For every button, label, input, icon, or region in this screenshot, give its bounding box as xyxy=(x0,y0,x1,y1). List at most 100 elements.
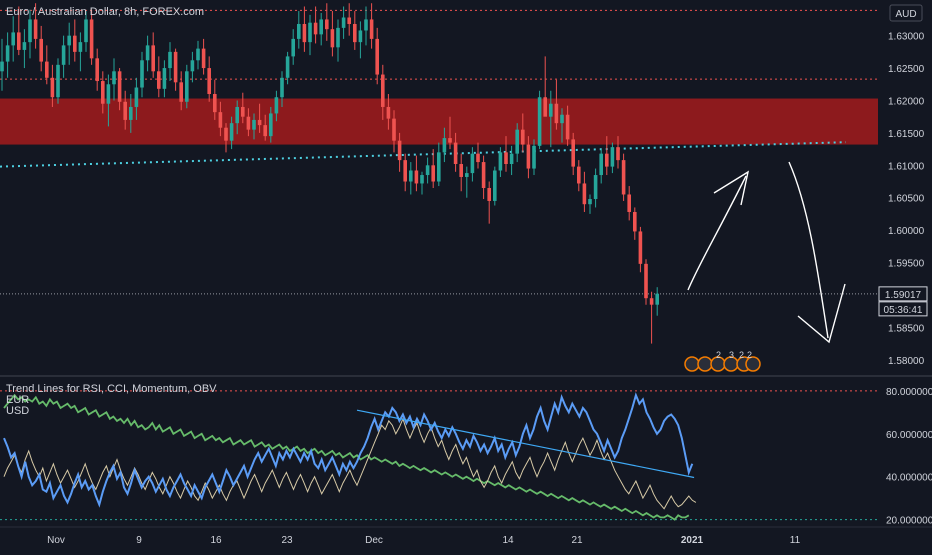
candle-body xyxy=(95,58,99,82)
candle-body xyxy=(17,32,21,50)
candle-body xyxy=(358,30,363,43)
down-scenario-arrow[interactable] xyxy=(788,161,829,339)
candle-body xyxy=(112,71,116,85)
candle-body xyxy=(459,164,463,177)
candle-body xyxy=(140,60,144,88)
candle-body xyxy=(313,22,318,35)
candle-body xyxy=(392,118,396,141)
candle-body xyxy=(487,188,491,201)
price-tick-label: 1.60000 xyxy=(888,226,925,237)
candle-body xyxy=(325,19,329,30)
price-tick-label: 1.61500 xyxy=(888,129,925,140)
candle-body xyxy=(521,129,525,145)
candle-body xyxy=(369,19,374,39)
candle-body xyxy=(403,160,407,182)
candle-body xyxy=(84,19,88,43)
event-icons[interactable]: 2 3 2 2 xyxy=(684,350,761,372)
candle-body xyxy=(291,38,295,57)
candle-body xyxy=(308,22,312,43)
candle-body xyxy=(526,144,531,169)
candles-group xyxy=(0,3,659,344)
candle-body xyxy=(633,211,637,232)
price-tick-label: 1.60500 xyxy=(888,194,925,205)
last-price-tags: 1.59017 05:36:41 xyxy=(878,286,928,317)
chart-title[interactable]: Euro / Australian Dollar, 8h, FOREX.com xyxy=(6,6,205,18)
candle-body xyxy=(162,68,167,89)
candle-body xyxy=(476,153,480,163)
candle-body xyxy=(224,127,228,141)
x-label-9: 9 xyxy=(136,535,142,546)
indicator-header[interactable]: Trend Lines for RSI, CCI, Momentum, OBV … xyxy=(6,384,217,417)
candle-body xyxy=(45,61,49,78)
indicator-trendline[interactable] xyxy=(356,409,695,479)
candle-body xyxy=(101,81,105,104)
candle-body xyxy=(554,103,559,124)
candle-body xyxy=(179,82,183,102)
time-axis[interactable]: Nov 9 16 23 Dec 14 21 2021 11 xyxy=(47,535,801,546)
candle-body xyxy=(145,45,150,61)
candle-body xyxy=(39,38,43,62)
candle-body xyxy=(571,139,575,167)
candle-body xyxy=(218,112,223,128)
event-count-4: 2 xyxy=(747,350,752,360)
candle-body xyxy=(470,153,475,174)
candle-body xyxy=(425,165,430,176)
candle-body xyxy=(644,263,648,299)
candle-body xyxy=(621,160,626,195)
candle-body xyxy=(515,129,519,154)
candle-body xyxy=(431,165,435,182)
candle-body xyxy=(134,87,139,107)
event-icon-1[interactable] xyxy=(684,356,700,372)
candle-body xyxy=(381,74,385,107)
candle-body xyxy=(246,116,251,130)
candle-body xyxy=(386,106,391,119)
indicator-tick-label: 40.000000 xyxy=(886,473,932,484)
candle-body xyxy=(588,199,592,205)
candle-body xyxy=(375,38,379,75)
up-scenario-arrow[interactable] xyxy=(687,175,747,291)
indicator-tick-label: 20.000000 xyxy=(886,516,932,527)
event-icon-6[interactable] xyxy=(745,356,761,372)
candle-body xyxy=(0,61,4,72)
usd-line xyxy=(3,392,694,508)
last-price-value: 1.59017 xyxy=(885,290,922,301)
candle-body xyxy=(336,27,340,48)
event-icon-2[interactable] xyxy=(697,356,713,372)
price-tick-label: 1.58500 xyxy=(888,323,925,334)
indicator-axis[interactable]: 20.000000 40.000000 60.000000 80.000000 xyxy=(886,387,932,527)
candle-body xyxy=(196,48,200,61)
candle-body xyxy=(252,119,256,130)
candle-body xyxy=(565,114,570,140)
down-scenario-arrowhead[interactable] xyxy=(797,283,846,344)
bar-countdown-value: 05:36:41 xyxy=(884,305,923,316)
candle-body xyxy=(448,138,452,143)
candle-body xyxy=(330,29,335,48)
price-tick-label: 1.62000 xyxy=(888,96,925,107)
candle-body xyxy=(263,125,267,137)
x-label-21: 21 xyxy=(571,535,583,546)
candle-body xyxy=(560,114,564,124)
x-label-23: 23 xyxy=(281,535,293,546)
candle-body xyxy=(627,194,631,212)
candle-body xyxy=(397,140,402,161)
indicator-tick-label: 60.000000 xyxy=(886,430,932,441)
candle-body xyxy=(11,32,15,46)
indicator-legend-usd: USD xyxy=(6,405,30,417)
candle-body xyxy=(420,175,424,184)
indicator-legend-eur: EUR xyxy=(6,394,30,406)
currency-badge[interactable]: AUD xyxy=(889,4,923,22)
candle-body xyxy=(347,17,351,24)
candle-body xyxy=(593,175,598,200)
candle-body xyxy=(543,97,547,117)
currency-badge-box xyxy=(889,4,923,22)
candle-body xyxy=(269,113,273,137)
candle-body xyxy=(207,68,211,94)
up-scenario-arrowhead[interactable] xyxy=(713,170,750,206)
event-count-2: 3 xyxy=(729,350,734,360)
candle-body xyxy=(599,153,603,176)
candle-body xyxy=(442,138,447,153)
candle-body xyxy=(78,42,83,52)
candle-body xyxy=(353,23,357,43)
